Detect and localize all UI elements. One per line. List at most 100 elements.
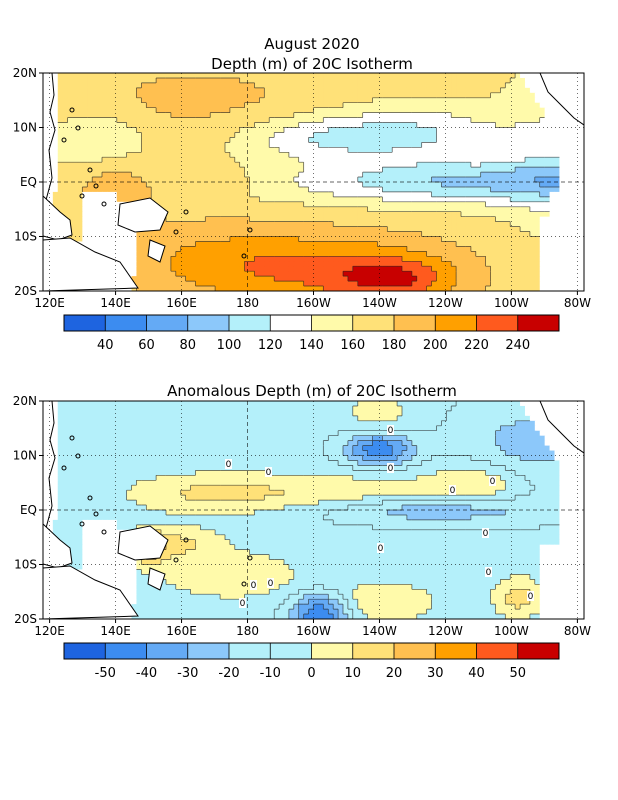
y-tick-label: 10N <box>13 121 37 135</box>
x-tick-label: 180 <box>236 624 259 638</box>
anomaly-panel: Anomalous Depth (m) of 20C Isotherm 000 0… <box>13 382 591 681</box>
colorbar-label: 180 <box>382 338 407 353</box>
x-tick-label: 100W <box>494 624 529 638</box>
x-tick-label: 80W <box>564 624 591 638</box>
x-tick-label: 140E <box>100 296 131 310</box>
colorbar-label: 60 <box>138 338 155 353</box>
y-tick-label: 10N <box>13 449 37 463</box>
x-tick-label: 120W <box>428 296 463 310</box>
anomaly-y-axis: 20N 10N EQ 10S 20S <box>13 394 43 626</box>
colorbar-label: -50 <box>95 666 116 681</box>
x-tick-label: 140E <box>100 624 131 638</box>
x-tick-label: 140W <box>362 624 397 638</box>
x-tick-label: 80W <box>564 296 591 310</box>
contour-label: 0 <box>528 592 534 602</box>
colorbar-label: 50 <box>509 666 526 681</box>
colorbar-swatch <box>146 643 189 659</box>
x-tick-label: 120W <box>428 624 463 638</box>
colorbar-label: 240 <box>505 338 530 353</box>
colorbar-swatch <box>64 315 106 331</box>
colorbar-label: -10 <box>260 666 281 681</box>
contour-label: 0 <box>226 460 232 470</box>
contour-label: 0 <box>240 599 246 609</box>
colorbar-swatch <box>476 315 519 331</box>
colorbar-label: -30 <box>177 666 198 681</box>
colorbar-label: 220 <box>464 338 489 353</box>
colorbar-label: 140 <box>299 338 324 353</box>
colorbar-swatch <box>517 315 560 331</box>
colorbar-label: 30 <box>427 666 444 681</box>
anomaly-title: Anomalous Depth (m) of 20C Isotherm <box>167 382 457 400</box>
y-tick-label: 10S <box>14 230 37 244</box>
colorbar-swatch <box>311 643 354 659</box>
x-tick-label: 120E <box>34 624 65 638</box>
colorbar-swatch <box>229 315 271 331</box>
y-tick-label: 10S <box>14 558 37 572</box>
colorbar-swatch <box>352 643 395 659</box>
contour-label: 0 <box>378 544 384 554</box>
colorbar-swatch <box>105 643 147 659</box>
y-tick-label: EQ <box>20 175 37 189</box>
colorbar-swatch <box>64 643 106 659</box>
contour-label: 0 <box>388 426 394 436</box>
colorbar-swatch <box>105 315 147 331</box>
x-tick-label: 180 <box>236 296 259 310</box>
colorbar-label: 0 <box>307 666 315 681</box>
x-tick-label: 160E <box>166 296 197 310</box>
depth-contour-lines <box>57 73 560 291</box>
colorbar-label: -40 <box>136 666 157 681</box>
colorbar-swatch <box>394 643 436 659</box>
depth-contour-fill <box>43 73 584 291</box>
colorbar-swatch <box>435 643 477 659</box>
colorbar-swatch <box>229 643 271 659</box>
colorbar-label: 160 <box>340 338 365 353</box>
x-tick-label: 140W <box>362 296 397 310</box>
contour-label: 0 <box>266 468 272 478</box>
contour-label: 0 <box>388 464 394 474</box>
anomaly-land <box>43 401 584 619</box>
anomaly-contour-fill <box>43 401 584 619</box>
contour-label: 0 <box>251 581 257 591</box>
y-tick-label: EQ <box>20 503 37 517</box>
colorbar-swatch <box>394 315 436 331</box>
depth-gridlines <box>43 73 584 291</box>
colorbar-swatch <box>311 315 354 331</box>
colorbar-swatch <box>270 643 312 659</box>
colorbar-label: 10 <box>344 666 361 681</box>
colorbar-label: 20 <box>386 666 403 681</box>
anomaly-contour-lines <box>126 401 560 619</box>
colorbar-label: 80 <box>179 338 196 353</box>
anomaly-x-axis: 120E 140E 160E 180 160W 140W 120W 100W 80W <box>34 619 591 638</box>
anomaly-colorbar: -50 -40 -30 -20 -10 0 10 20 30 40 50 <box>63 642 560 681</box>
x-tick-label: 160W <box>296 296 331 310</box>
x-tick-label: 120E <box>34 296 65 310</box>
figure-suptitle: August 2020 <box>264 35 359 53</box>
colorbar-swatch <box>517 643 560 659</box>
contour-label: 0 <box>268 579 274 589</box>
y-tick-label: 20N <box>13 66 37 80</box>
anomaly-gridlines <box>43 401 584 619</box>
depth-x-axis: 120E 140E 160E 180 160W 140W 120W 100W 80W <box>34 291 591 310</box>
contour-label: 0 <box>483 529 489 539</box>
colorbar-label: -20 <box>218 666 239 681</box>
colorbar-label: 40 <box>97 338 114 353</box>
x-tick-label: 160W <box>296 624 331 638</box>
depth-colorbar: 40 60 80 100 120 140 160 180 200 220 240 <box>63 314 560 353</box>
colorbar-swatch <box>476 643 519 659</box>
colorbar-swatch <box>270 315 312 331</box>
colorbar-label: 100 <box>217 338 242 353</box>
colorbar-label: 200 <box>423 338 448 353</box>
colorbar-swatch <box>435 315 477 331</box>
colorbar-label: 40 <box>468 666 485 681</box>
x-tick-label: 100W <box>494 296 529 310</box>
colorbar-swatch <box>146 315 189 331</box>
depth-y-axis: 20N 10N EQ 10S 20S <box>13 66 43 298</box>
depth-title: Depth (m) of 20C Isotherm <box>211 55 413 73</box>
depth-panel: Depth (m) of 20C Isotherm 20N 10N EQ 10S 20S… <box>13 55 591 353</box>
contour-label: 0 <box>490 477 496 487</box>
contour-label: 0 <box>486 568 492 578</box>
y-tick-label: 20S <box>14 612 37 626</box>
